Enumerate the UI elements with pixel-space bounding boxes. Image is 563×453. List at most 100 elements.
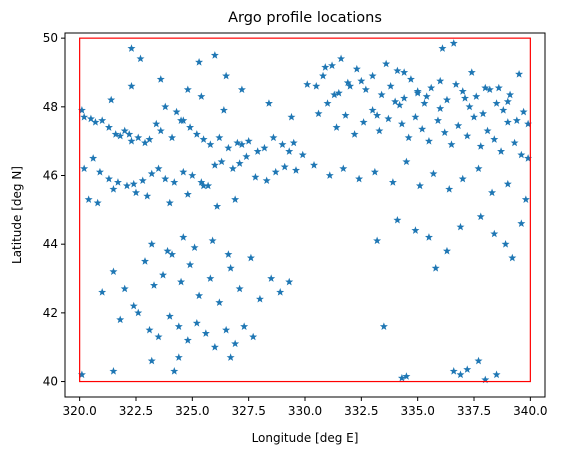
data-point xyxy=(222,71,231,80)
x-tick-label: 322.5 xyxy=(119,404,153,418)
data-point xyxy=(463,365,472,373)
data-point xyxy=(494,83,503,92)
data-point xyxy=(233,138,242,147)
data-point xyxy=(393,66,402,75)
data-point xyxy=(127,136,136,145)
data-point xyxy=(215,298,224,306)
data-point xyxy=(479,109,488,118)
data-point xyxy=(391,97,400,106)
data-point xyxy=(393,215,402,224)
data-point xyxy=(219,106,228,114)
data-point xyxy=(226,264,235,272)
data-point xyxy=(395,100,404,109)
data-point xyxy=(418,124,427,133)
data-point xyxy=(350,130,359,138)
data-point xyxy=(131,188,140,197)
data-point xyxy=(499,106,508,114)
data-point xyxy=(436,76,445,85)
data-point xyxy=(472,92,481,100)
data-point xyxy=(474,356,483,365)
data-point xyxy=(147,169,156,178)
data-point xyxy=(134,308,143,317)
data-point xyxy=(319,71,328,80)
data-point xyxy=(129,301,138,310)
data-point xyxy=(402,157,411,166)
data-point xyxy=(267,274,276,282)
data-point xyxy=(237,85,246,94)
data-point xyxy=(89,154,98,162)
data-point xyxy=(104,123,113,131)
data-point xyxy=(436,104,445,112)
data-point xyxy=(332,123,341,131)
data-point xyxy=(458,174,467,183)
x-tick-label: 332.5 xyxy=(344,404,378,418)
data-point xyxy=(224,250,233,258)
data-point xyxy=(406,75,415,83)
data-point xyxy=(228,164,237,173)
data-point xyxy=(231,339,240,348)
data-point xyxy=(224,143,233,152)
data-point xyxy=(382,59,391,68)
data-point xyxy=(321,63,330,71)
data-point xyxy=(330,90,339,99)
data-point xyxy=(445,185,454,193)
data-point xyxy=(438,44,447,52)
data-point xyxy=(98,288,107,296)
data-point xyxy=(237,140,246,148)
data-point xyxy=(442,95,451,104)
data-point xyxy=(278,140,287,148)
data-point xyxy=(388,178,397,186)
data-point xyxy=(276,288,285,296)
data-point xyxy=(339,164,348,173)
data-point xyxy=(521,195,530,203)
data-point xyxy=(503,118,512,126)
y-tick-label: 46 xyxy=(43,169,58,183)
data-point xyxy=(422,92,431,100)
data-point xyxy=(186,123,195,131)
data-point xyxy=(524,119,533,128)
data-point xyxy=(470,112,479,121)
data-point xyxy=(206,140,215,148)
data-point xyxy=(183,85,192,94)
data-point xyxy=(368,71,377,80)
data-point xyxy=(262,176,271,185)
data-point xyxy=(91,118,100,126)
data-point xyxy=(377,90,386,99)
data-point xyxy=(195,57,204,66)
data-point xyxy=(449,39,458,47)
data-point xyxy=(285,277,294,286)
data-point xyxy=(343,78,352,87)
axes-frame xyxy=(64,32,546,398)
data-point xyxy=(163,246,172,255)
data-point xyxy=(325,171,334,179)
data-point xyxy=(341,111,350,119)
data-point xyxy=(458,87,467,95)
data-point xyxy=(424,136,433,145)
data-point xyxy=(107,95,116,104)
data-point xyxy=(161,174,170,183)
data-points xyxy=(77,39,533,384)
data-point xyxy=(310,161,319,169)
data-point xyxy=(451,80,460,88)
y-tick-label: 50 xyxy=(43,31,58,45)
data-point xyxy=(116,315,125,324)
data-point xyxy=(285,147,294,155)
x-tick-label: 337.5 xyxy=(457,404,491,418)
data-point xyxy=(490,135,499,143)
data-point xyxy=(501,239,510,248)
data-point xyxy=(449,367,458,375)
x-tick-label: 330.0 xyxy=(288,404,322,418)
data-point xyxy=(129,179,138,188)
data-point xyxy=(287,112,296,121)
data-point xyxy=(170,367,179,375)
data-point xyxy=(269,133,278,142)
y-tick-label: 42 xyxy=(43,306,58,320)
data-point xyxy=(355,174,364,183)
data-point xyxy=(375,126,384,135)
data-point xyxy=(111,130,120,138)
data-point xyxy=(195,291,204,300)
data-point xyxy=(109,267,118,276)
data-point xyxy=(490,229,499,238)
data-point xyxy=(113,178,122,186)
data-point xyxy=(235,159,244,167)
